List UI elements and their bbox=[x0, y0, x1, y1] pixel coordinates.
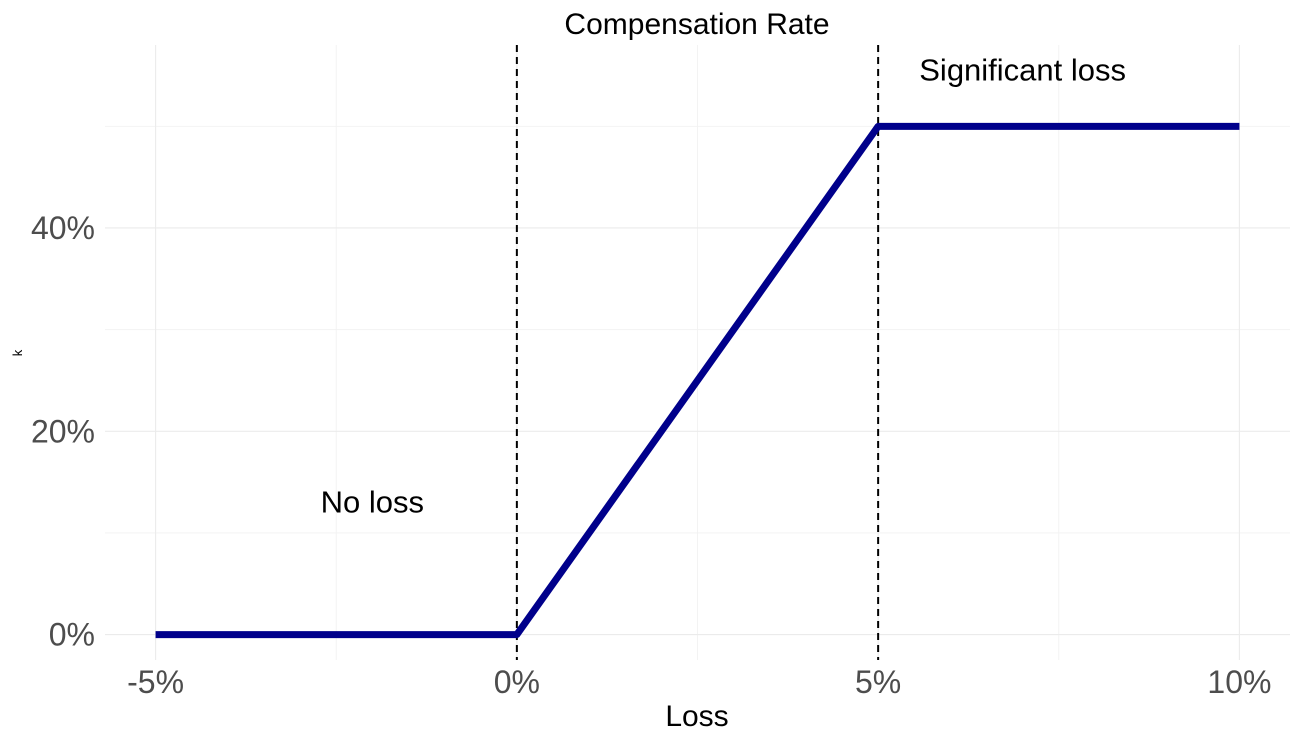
chart-title: Compensation Rate bbox=[564, 8, 829, 41]
series-layer bbox=[155, 122, 1240, 639]
x-tick-label: 0% bbox=[494, 664, 540, 700]
y-tick-label: 20% bbox=[31, 413, 95, 449]
y-axis-title: k bbox=[10, 349, 25, 356]
annotation-label: Significant loss bbox=[919, 53, 1126, 88]
annotations: No loss Significant loss bbox=[321, 53, 1126, 520]
minor-grid bbox=[105, 45, 1290, 660]
series-line bbox=[155, 122, 1240, 639]
x-tick-label: -5% bbox=[127, 664, 184, 700]
x-axis-ticks: -5% 0% 5% 10% bbox=[127, 664, 1271, 700]
x-tick-label: 5% bbox=[855, 664, 901, 700]
y-tick-label: 0% bbox=[49, 617, 95, 653]
y-tick-label: 40% bbox=[31, 210, 95, 246]
annotation-label: No loss bbox=[321, 485, 424, 520]
reference-lines bbox=[515, 45, 880, 660]
x-axis-title: Loss bbox=[665, 700, 728, 733]
y-axis-ticks: 0% 20% 40% bbox=[31, 210, 95, 653]
x-tick-label: 10% bbox=[1207, 664, 1271, 700]
